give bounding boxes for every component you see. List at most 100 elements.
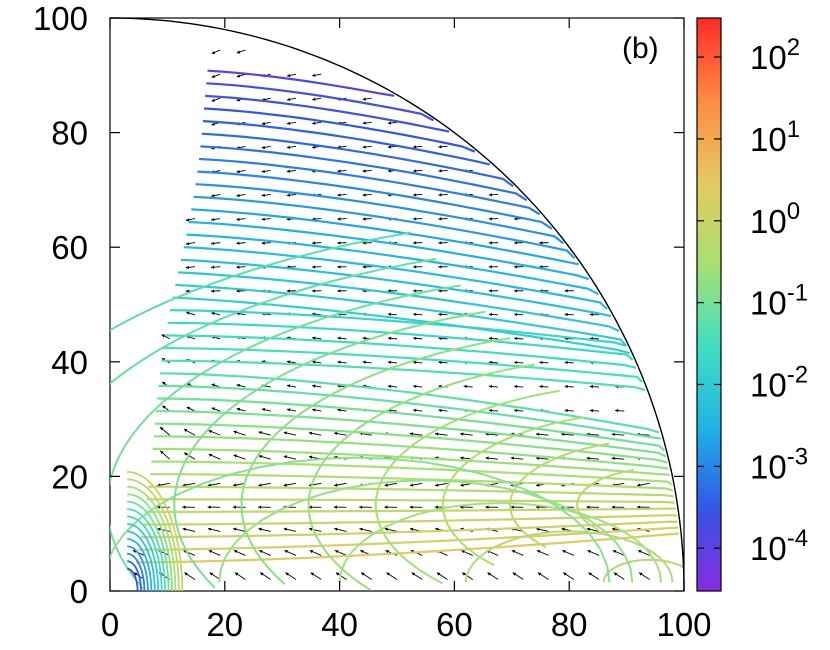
contour-line bbox=[197, 170, 553, 230]
x-tick-label: 60 bbox=[436, 606, 473, 643]
vector-arrowhead bbox=[514, 289, 518, 293]
vector-arrowhead bbox=[261, 145, 265, 150]
contour-line bbox=[202, 120, 491, 166]
vector-arrowhead bbox=[438, 312, 442, 317]
vector-arrowhead bbox=[438, 169, 442, 173]
vector-arrowhead bbox=[535, 432, 540, 436]
vector-arrowhead bbox=[387, 121, 392, 125]
vector-arrowhead bbox=[512, 572, 517, 576]
vector-arrowhead bbox=[413, 193, 417, 197]
vector-arrowhead bbox=[211, 217, 215, 222]
vector-arrowhead bbox=[308, 505, 312, 509]
vector-arrowhead bbox=[514, 336, 518, 341]
vector-arrowhead bbox=[185, 218, 190, 222]
vector-arrowhead bbox=[438, 217, 442, 221]
vector-arrowhead bbox=[186, 311, 190, 315]
vector-arrowhead bbox=[236, 265, 240, 269]
contour-line bbox=[127, 485, 177, 591]
vector-arrowhead bbox=[334, 527, 338, 531]
vector-arrowhead bbox=[362, 217, 366, 221]
vector-arrowhead bbox=[434, 432, 439, 436]
vector-arrowhead bbox=[387, 360, 392, 364]
contour-line bbox=[200, 145, 528, 202]
vector-arrowhead bbox=[387, 145, 392, 149]
vector-arrowhead bbox=[561, 527, 565, 531]
vector-arrowhead bbox=[488, 265, 492, 269]
vector-arrowhead bbox=[337, 169, 341, 173]
vector-arrowhead bbox=[435, 483, 439, 487]
vector-arrowhead bbox=[463, 384, 467, 389]
contour-line bbox=[188, 220, 590, 281]
vector-arrowhead bbox=[133, 572, 138, 576]
y-tick-label: 60 bbox=[51, 229, 88, 266]
vector-arrowhead bbox=[510, 456, 514, 460]
vector-arrowhead bbox=[337, 193, 341, 197]
quarter-circle-boundary bbox=[109, 17, 685, 592]
vector-arrowhead bbox=[312, 265, 316, 269]
x-tick-label: 0 bbox=[101, 606, 119, 643]
contour-line bbox=[195, 183, 565, 245]
contour-line bbox=[464, 530, 674, 583]
vector-arrowhead bbox=[438, 193, 442, 197]
vector-arrowhead bbox=[258, 454, 263, 459]
vector-arrowhead bbox=[258, 483, 262, 487]
vector-arrowhead bbox=[261, 169, 265, 174]
colorbar-tick-label: 100 bbox=[750, 198, 800, 240]
vector-arrowhead bbox=[160, 450, 164, 455]
vector-arrowhead bbox=[413, 145, 417, 149]
vector-arrowhead bbox=[589, 384, 594, 389]
vector-arrowhead bbox=[413, 336, 417, 341]
vector-arrowhead bbox=[236, 50, 241, 54]
vector-arrowhead bbox=[283, 431, 288, 435]
vector-arrowhead bbox=[184, 572, 188, 576]
vector-arrowhead bbox=[514, 408, 518, 413]
vector-arrowhead bbox=[286, 121, 291, 125]
contour-line bbox=[127, 470, 184, 591]
vector-arrowhead bbox=[233, 550, 238, 554]
vector-arrowhead bbox=[211, 74, 216, 78]
vector-arrowhead bbox=[258, 505, 262, 509]
vector-arrowhead bbox=[461, 550, 465, 554]
vector-arrowhead bbox=[564, 408, 568, 413]
vector-arrowhead bbox=[434, 505, 438, 509]
contour-line bbox=[145, 507, 676, 513]
x-tick-label: 80 bbox=[551, 606, 588, 643]
vector-arrowhead bbox=[211, 289, 215, 293]
vector-arrowhead bbox=[236, 407, 241, 411]
vector-arrowhead bbox=[337, 217, 341, 221]
vector-arrowhead bbox=[589, 408, 594, 413]
contour-line bbox=[201, 132, 514, 188]
vector-arrowhead bbox=[563, 572, 567, 576]
vector-arrowhead bbox=[438, 408, 442, 413]
vector-arrowhead bbox=[564, 312, 568, 317]
vector-arrowhead bbox=[539, 360, 543, 365]
vector-arrowhead bbox=[438, 241, 442, 245]
colorbar-tick-label: 10-1 bbox=[750, 280, 808, 322]
vector-arrowhead bbox=[561, 432, 565, 436]
vector-arrowhead bbox=[337, 289, 341, 293]
vector-arrowhead bbox=[535, 456, 540, 460]
colorbar-ticks: 10-4 10-3 10-2 10-1 100 101 102 bbox=[697, 34, 808, 567]
contour-line bbox=[175, 283, 628, 347]
contour-line bbox=[127, 560, 142, 591]
vector-arrowhead bbox=[586, 505, 590, 509]
vector-arrowhead bbox=[211, 407, 216, 411]
vector-arrowhead bbox=[286, 289, 290, 293]
vector-arrowhead bbox=[157, 527, 161, 531]
vector-arrowhead bbox=[413, 241, 417, 245]
vector-arrowhead bbox=[185, 265, 190, 270]
x-tick-label: 100 bbox=[656, 606, 711, 643]
vector-arrowhead bbox=[488, 289, 492, 293]
vector-arrowhead bbox=[208, 550, 213, 554]
vector-arrowhead bbox=[460, 456, 464, 460]
vector-arrowhead bbox=[611, 456, 615, 461]
vector-arrowhead bbox=[312, 121, 316, 125]
vector-arrowhead bbox=[261, 121, 266, 126]
vector-arrowhead bbox=[211, 265, 215, 269]
vector-arrowhead bbox=[284, 550, 288, 554]
vector-arrowhead bbox=[236, 217, 240, 221]
vector-arrowhead bbox=[438, 360, 442, 365]
vector-arrowhead bbox=[286, 193, 291, 197]
contour-line bbox=[127, 508, 166, 591]
vector-arrowhead bbox=[385, 550, 389, 554]
